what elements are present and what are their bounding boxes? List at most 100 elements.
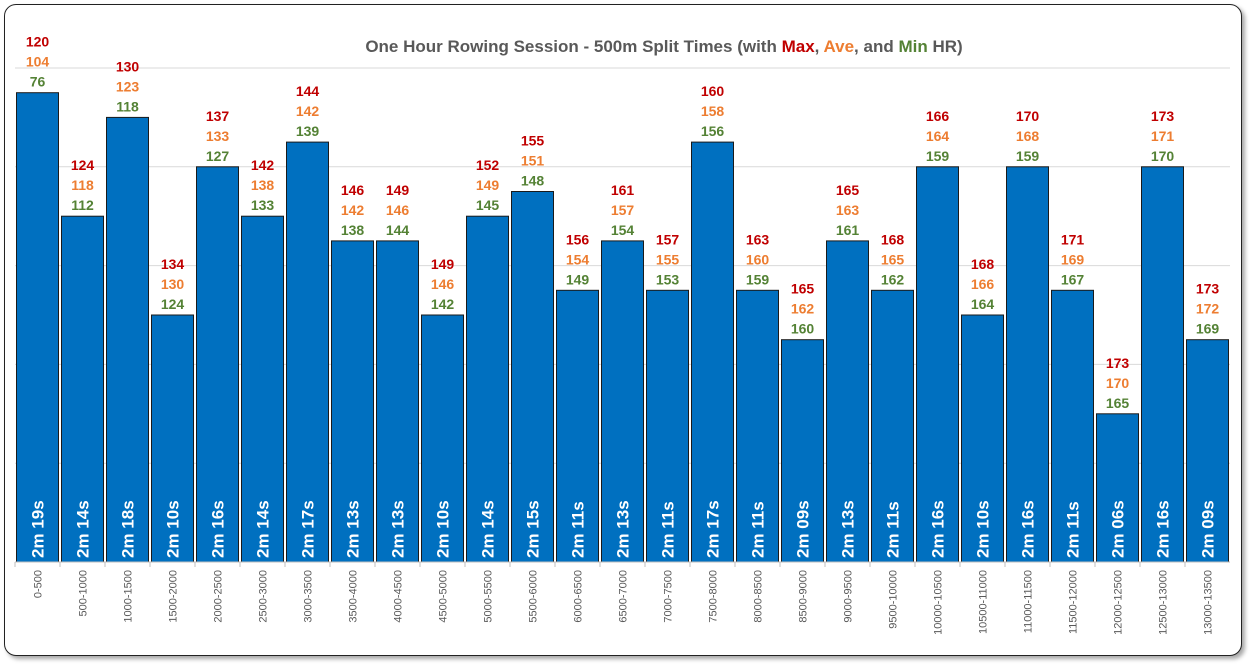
hr-ave-label: 146 (386, 202, 410, 218)
bar-value-label: 2m 10s (434, 500, 453, 558)
hr-max-label: 157 (656, 231, 680, 247)
hr-min-label: 165 (1106, 395, 1130, 411)
hr-ave-label: 172 (1196, 301, 1220, 317)
hr-min-label: 159 (1016, 148, 1040, 164)
hr-max-label: 173 (1196, 281, 1220, 297)
bar (286, 141, 329, 563)
x-tick-label: 11000-11500 (1023, 570, 1035, 633)
hr-max-label: 156 (566, 231, 590, 247)
x-tick-label: 12500-13000 (1158, 570, 1170, 635)
bar (1006, 166, 1049, 563)
x-tick-label: 12000-12500 (1113, 570, 1125, 635)
hr-ave-label: 123 (116, 78, 140, 94)
hr-min-label: 133 (251, 197, 275, 213)
hr-ave-label: 171 (1151, 128, 1175, 144)
hr-max-label: 160 (701, 83, 725, 99)
x-axis: 0-500 500-1000 1000-1500 1500-2000 2000-2500… (14, 561, 1230, 635)
hr-min-label: 124 (161, 296, 185, 312)
hr-min-label: 160 (791, 321, 815, 337)
x-tick-label: 7500-8000 (708, 570, 720, 623)
bar (241, 215, 284, 563)
hr-max-label: 144 (296, 83, 320, 99)
hr-min-label: 154 (611, 222, 635, 238)
x-tick-label: 9500-10000 (888, 570, 900, 629)
hr-ave-label: 165 (881, 251, 905, 267)
hr-max-label: 134 (161, 256, 185, 272)
bar (151, 314, 194, 563)
x-tick-label: 3500-4000 (348, 570, 360, 623)
hr-ave-label: 142 (296, 103, 320, 119)
bar (1096, 413, 1139, 563)
hr-ave-label: 163 (836, 202, 860, 218)
hr-min-label: 159 (746, 271, 770, 287)
x-tick-label: 10000-10500 (933, 570, 945, 635)
x-tick-label: 4000-4500 (393, 570, 405, 623)
bar-value-label: 2m 17s (299, 500, 318, 558)
hr-ave-label: 168 (1016, 128, 1040, 144)
chart-title: One Hour Rowing Session - 500m Split Tim… (365, 37, 962, 56)
hr-ave-label: 166 (971, 276, 995, 292)
hr-max-label: 165 (836, 182, 860, 198)
bar (556, 289, 599, 563)
title-part-title: One Hour Rowing Session - 500m Split Tim… (365, 37, 781, 56)
x-tick-label: 6000-6500 (573, 570, 585, 623)
bar (871, 289, 914, 563)
hr-ave-label: 146 (431, 276, 455, 292)
hr-ave-label: 169 (1061, 251, 1085, 267)
hr-max-label: 149 (386, 182, 410, 198)
title-part-title: , (815, 37, 824, 56)
hr-ave-label: 170 (1106, 375, 1130, 391)
bar (781, 339, 824, 563)
bar-value-label: 2m 17s (704, 500, 723, 558)
bar (691, 141, 734, 563)
x-tick-label: 6500-7000 (618, 570, 630, 623)
bar (376, 240, 419, 563)
hr-min-label: 164 (971, 296, 995, 312)
bar (511, 191, 554, 563)
x-tick-label: 0-500 (33, 570, 45, 598)
bar (106, 116, 149, 563)
bar-value-label: 2m 06s (1109, 500, 1128, 558)
title-part-ave: Ave (823, 37, 854, 56)
hr-max-label: 124 (71, 157, 95, 173)
bar-value-label: 2m 11s (659, 501, 678, 558)
bar-value-label: 2m 10s (164, 500, 183, 558)
bar-value-label: 2m 13s (344, 500, 363, 558)
hr-ave-label: 155 (656, 251, 680, 267)
hr-ave-label: 118 (71, 177, 94, 193)
hr-max-label: 168 (971, 256, 995, 272)
bar (1186, 339, 1229, 563)
x-tick-label: 7000-7500 (663, 570, 675, 623)
bar-value-label: 2m 13s (614, 500, 633, 558)
hr-min-label: 169 (1196, 321, 1220, 337)
bar (601, 240, 644, 563)
hr-ave-label: 142 (341, 202, 365, 218)
hr-min-label: 127 (206, 148, 230, 164)
hr-max-label: 163 (746, 231, 770, 247)
hr-min-label: 145 (476, 197, 500, 213)
hr-max-label: 171 (1061, 231, 1085, 247)
x-tick-label: 500-1000 (78, 570, 90, 617)
title-part-title: , and (854, 37, 898, 56)
hr-ave-label: 154 (566, 251, 590, 267)
hr-max-label: 149 (431, 256, 455, 272)
hr-ave-label: 104 (26, 54, 50, 70)
hr-max-label: 152 (476, 157, 500, 173)
bar (736, 289, 779, 563)
bars (16, 92, 1229, 563)
bar-value-label: 2m 19s (29, 500, 48, 558)
bar-value-label: 2m 16s (929, 500, 948, 558)
bar-value-label: 2m 15s (524, 500, 543, 558)
hr-min-label: 153 (656, 271, 680, 287)
hr-min-label: 138 (341, 222, 365, 238)
bar-value-label: 2m 16s (1019, 500, 1038, 558)
hr-max-label: 173 (1106, 355, 1130, 371)
bar-value-label: 2m 11s (749, 501, 768, 558)
hr-max-label: 155 (521, 133, 545, 149)
hr-ave-label: 151 (521, 153, 545, 169)
bar-value-label: 2m 13s (839, 500, 858, 558)
x-tick-label: 9000-9500 (843, 570, 855, 623)
hr-min-label: 161 (836, 222, 860, 238)
bar-value-label: 2m 11s (1064, 501, 1083, 558)
